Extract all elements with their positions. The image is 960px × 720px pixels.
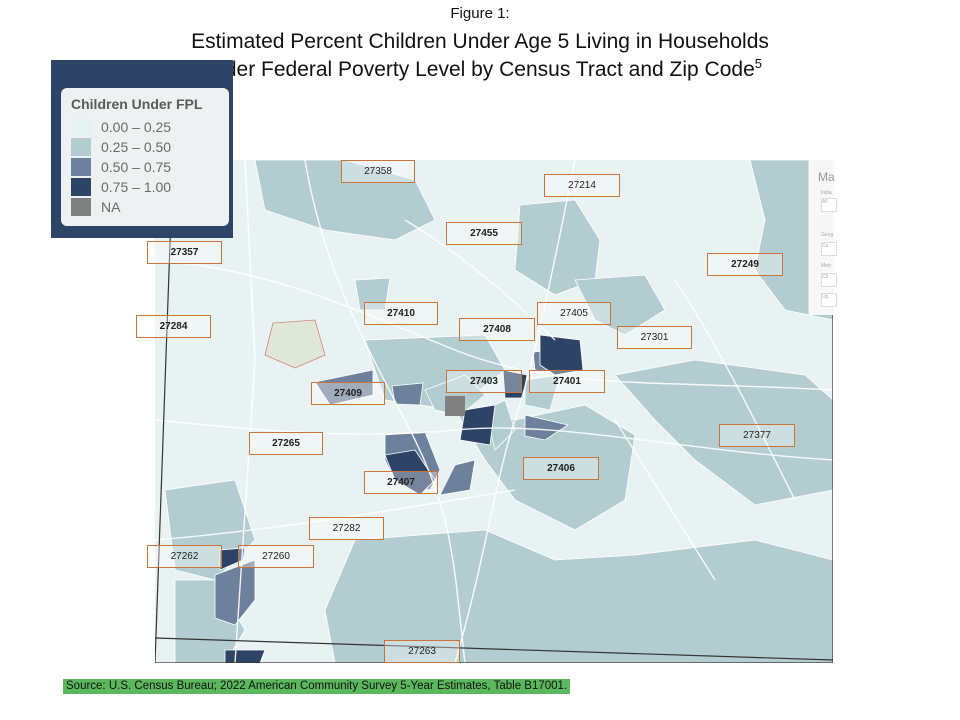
map-controls-panel[interactable]: Ma Initia All Geog Ce Metr Ch Up (808, 160, 837, 315)
figure-label: Figure 1: (450, 5, 510, 22)
zip-label-27455: 27455 (446, 222, 522, 245)
tracts-75-100 (219, 334, 584, 663)
legend-swatch (71, 178, 91, 196)
legend-item: 0.25 – 0.50 (71, 137, 219, 157)
zip-label-27358: 27358 (341, 160, 415, 183)
figure-title: Estimated Percent Children Under Age 5 L… (0, 28, 960, 84)
zip-label-27284: 27284 (136, 315, 211, 338)
zip-label-27263: 27263 (384, 640, 460, 663)
zip-label-27407: 27407 (364, 471, 438, 494)
panel-label: Metr (821, 263, 831, 269)
tract-na (445, 396, 465, 416)
zip-label-27249: 27249 (707, 253, 783, 276)
legend-item: NA (71, 197, 219, 217)
choropleth-map (155, 160, 833, 663)
zip-label-27262: 27262 (147, 545, 222, 568)
title-line-1: Estimated Percent Children Under Age 5 L… (191, 30, 769, 53)
zip-label-27410: 27410 (364, 302, 438, 325)
zip-label-27408: 27408 (459, 318, 535, 341)
zip-label-27301: 27301 (617, 326, 692, 349)
zip-label-27403: 27403 (446, 370, 522, 393)
tracts-25-50 (164, 160, 833, 663)
panel-dropdown[interactable]: All (821, 198, 837, 212)
panel-dropdown[interactable]: Ch (821, 273, 837, 287)
source-note: Source: U.S. Census Bureau; 2022 America… (63, 679, 571, 694)
zip-label-27282: 27282 (309, 517, 384, 540)
panel-dropdown[interactable]: Ce (821, 242, 837, 256)
legend-title: Children Under FPL (71, 96, 203, 112)
panel-title: Ma (818, 170, 835, 184)
panel-dropdown[interactable]: Up (821, 293, 837, 307)
legend-swatch (71, 198, 91, 216)
zip-label-27265: 27265 (249, 432, 323, 455)
legend-item: 0.00 – 0.25 (71, 117, 219, 137)
zip-label-27406: 27406 (523, 457, 599, 480)
county-boundary (155, 160, 833, 663)
road-network (155, 160, 833, 663)
airport-area (264, 319, 326, 369)
zip-label-27214: 27214 (544, 174, 620, 197)
panel-label: Initia (821, 190, 832, 196)
legend-swatch (71, 118, 91, 136)
title-footnote: 5 (754, 56, 762, 71)
legend-swatch (71, 138, 91, 156)
zip-label-27377: 27377 (719, 424, 795, 447)
zip-label-27357: 27357 (147, 241, 222, 264)
legend-item: 0.50 – 0.75 (71, 157, 219, 177)
legend-swatch (71, 158, 91, 176)
title-line-2: Under Federal Poverty Level by Census Tr… (197, 58, 755, 81)
zip-label-27401: 27401 (529, 370, 605, 393)
zip-label-27405: 27405 (537, 302, 611, 325)
county-boundary-south (155, 637, 833, 661)
zip-label-27260: 27260 (238, 545, 314, 568)
legend-item: 0.75 – 1.00 (71, 177, 219, 197)
zip-label-27409: 27409 (311, 382, 385, 405)
map-canvas[interactable] (155, 160, 833, 663)
panel-label: Geog (821, 232, 834, 238)
map-legend: Children Under FPL 0.00 – 0.25 0.25 – 0.… (61, 88, 229, 226)
